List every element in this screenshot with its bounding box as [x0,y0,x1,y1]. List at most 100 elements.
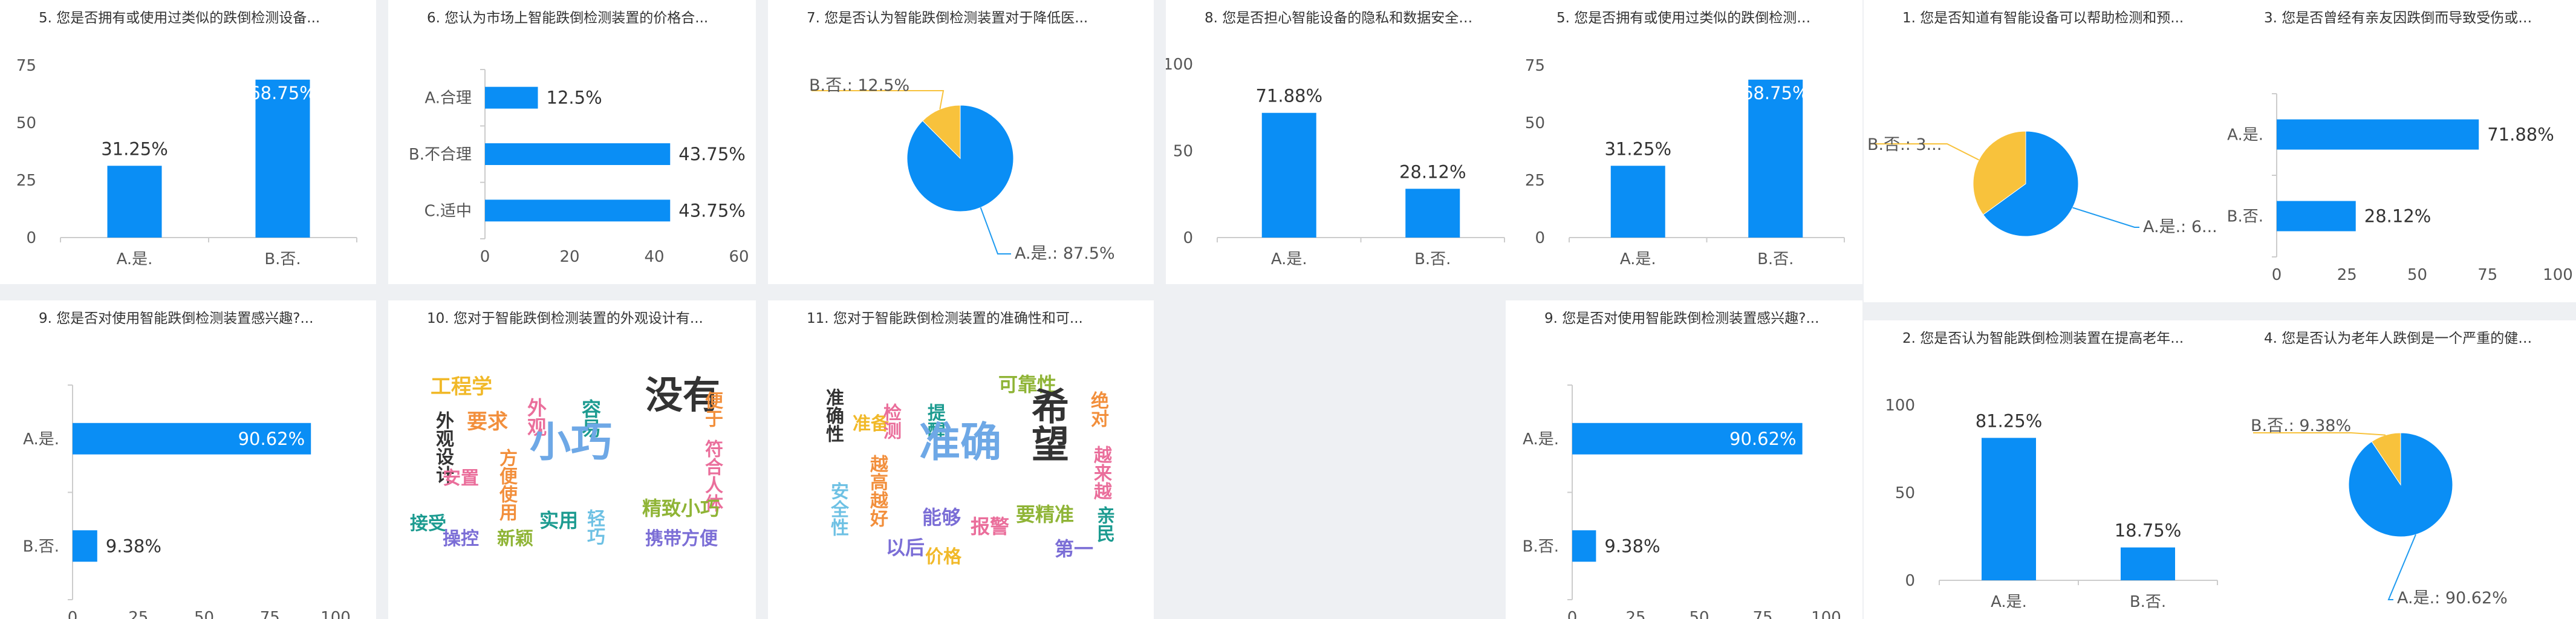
y-tick-label: 50 [16,114,36,132]
word-cloud-word: 精致小巧 [642,497,720,520]
chart-card-c8: 9. 您是否对使用智能跌倒检测装置感兴趣?... 0 25 50 75 100 A.是. 9… [0,300,376,619]
y-tick-label: 0 [26,229,36,247]
pie-slice [922,105,961,160]
chart-card-c1: 5. 您是否拥有或使用过类似的跌倒检测设备... 0 25 50 75 A.是. 31.2… [0,0,376,284]
x-tick-label: 50 [194,609,214,619]
word-cloud: 准确性 准备 检测 提醒 可靠性 希望 绝对 越来越 准确 越高越好 安全性 能够 要精准 亲民 以后 价格报… [768,300,1154,619]
chart-card-c3: 7. 您是否认为智能跌倒检测装置对于降低医... A.是.: 87.5% B.否.… [768,0,1154,284]
data-label: 28.12% [1399,161,1466,182]
category-label: B.否. [264,250,301,268]
y-tick-label: 100 [1885,397,1915,415]
word-cloud-word: 准确 [919,419,1002,467]
chart-svg: 0 25 50 75 100 A.是. 90.62% B.否. 9.38% [1523,384,1841,619]
x-tick-label: 0 [68,609,78,619]
y-tick-label: 25 [16,172,36,190]
word-cloud-word: 价格 [925,546,961,568]
bar [1261,112,1316,238]
pie-leader-line [812,90,945,109]
category-label: A.是. [117,250,153,268]
chart-svg: 0 50 100 A.是. 81.25% B.否. 18.75% [1885,397,2218,611]
chart-svg: 0 50 100 A.是. 71.88% B.否. 28.12% [1166,56,1505,268]
bar [107,166,162,238]
word-cloud-word: 操控 [443,528,479,549]
y-tick-label: 50 [1895,484,1915,502]
category-label: A.是. [1271,250,1307,268]
data-label: 90.62% [1729,429,1797,449]
bar [1572,423,1803,455]
x-tick-label: 0 [1567,609,1578,619]
category-label: B.否. [1414,250,1451,268]
word-cloud-word: 方便使用 [496,449,517,521]
chart-svg: 0 25 50 75 100 A.是. 71.88% B.否. 28.12% [2227,93,2573,284]
x-tick-label: 75 [2477,266,2497,284]
bar [2121,547,2175,580]
bar [1982,438,2036,580]
pie-label: B.否.: 12.5% [809,76,909,95]
x-tick-label: 50 [1689,609,1709,619]
x-tick-label: 25 [1625,609,1645,619]
data-label: 90.62% [238,429,305,449]
word-cloud-word: 外观设计 [432,411,454,484]
category-label: B.不合理 [409,146,472,164]
category-label: A.是. [2227,126,2263,144]
y-tick-label: 100 [1166,56,1193,74]
category-label: A.是. [23,430,59,449]
x-tick-label: 25 [128,609,148,619]
bar [485,143,671,165]
data-label: 81.25% [1976,410,2043,431]
chart-svg: 0 25 50 75 A.是. 31.25% B.否. 68.75% [16,57,357,268]
bar [73,423,311,455]
data-label: 9.38% [106,536,161,556]
word-cloud-word: 准备 [853,413,889,435]
data-label: 12.5% [547,88,602,108]
bar [255,79,310,238]
bar [1610,166,1665,238]
chart-svg: 0 25 50 75 A.是. 31.25% B.否. 68.75% [1525,57,1845,268]
category-label: B.否. [2227,208,2263,226]
data-label: 31.25% [101,138,168,159]
word-cloud-word: 小巧 [530,419,613,467]
word-cloud-word: 要求 [467,410,508,434]
chart-card-c13: 4. 您是否认为老年人跌倒是一个严重的健康... A.是.: 90.62% B.否… [2225,320,2576,619]
x-tick-label: 100 [2543,266,2573,284]
word-cloud-word: 接受 [410,513,446,534]
category-label: A.是. [1991,593,2027,611]
word-cloud-word: 亲民 [1093,506,1114,542]
word-cloud-word: 轻巧 [584,509,605,545]
word-cloud-word: 准确性 [822,388,844,442]
word-cloud-word: 报警 [971,515,1010,538]
chart-svg: A.是.: 6... B.否.: 3... [1867,131,2217,237]
data-label: 71.88% [1255,86,1322,106]
word-cloud-word: 外观 [524,398,547,436]
data-label: 43.75% [678,144,746,164]
data-label: 71.88% [2487,125,2554,145]
pie-leader-line [1870,143,1979,161]
bar [485,199,671,222]
word-cloud-word: 能够 [922,506,961,529]
chart-card-c9: 10. 您对于智能跌倒检测装置的外观设计有... 工程学 要求 外观 容易 没有 便于 外观… [388,300,756,619]
chart-card-c6: 1. 您是否知道有智能设备可以帮助检测和预... A.是.: 6... B.否.:… [1864,0,2226,302]
y-tick-label: 50 [1525,114,1545,132]
category-label: A.合理 [424,89,472,108]
chart-card-c11: 9. 您是否对使用智能跌倒检测装置感兴趣?... 0 25 50 75 100 A.是. 9… [1506,300,1862,619]
word-cloud-word: 绝对 [1087,391,1108,427]
y-tick-label: 50 [1173,143,1193,161]
word-cloud-word: 便于 [701,391,723,427]
pie-leader-line [2072,207,2139,228]
pie-label: A.是.: 87.5% [1015,244,1115,263]
pie-leader-line [2387,534,2416,600]
pie-leader-line [980,207,1011,254]
pie-slice [2371,432,2401,486]
bar [1572,530,1596,562]
data-label: 43.75% [678,200,746,221]
pie-label: A.是.: 90.62% [2397,589,2508,608]
word-cloud-word: 越来越 [1090,446,1111,500]
word-cloud-word: 越高越好 [867,455,888,527]
chart-svg: 0 25 50 75 100 A.是. 90.62% B.否. 9.38% [23,384,351,619]
chart-card-c12: 2. 您是否认为智能跌倒检测装置在提高老年... 0 50 100 A.是. 81.25… [1864,320,2226,619]
x-tick-label: 75 [1752,609,1772,619]
y-tick-label: 0 [1905,572,1915,590]
category-label: B.否. [23,537,59,556]
word-cloud-word: 实用 [539,509,579,532]
word-cloud-word: 以后 [886,536,925,559]
